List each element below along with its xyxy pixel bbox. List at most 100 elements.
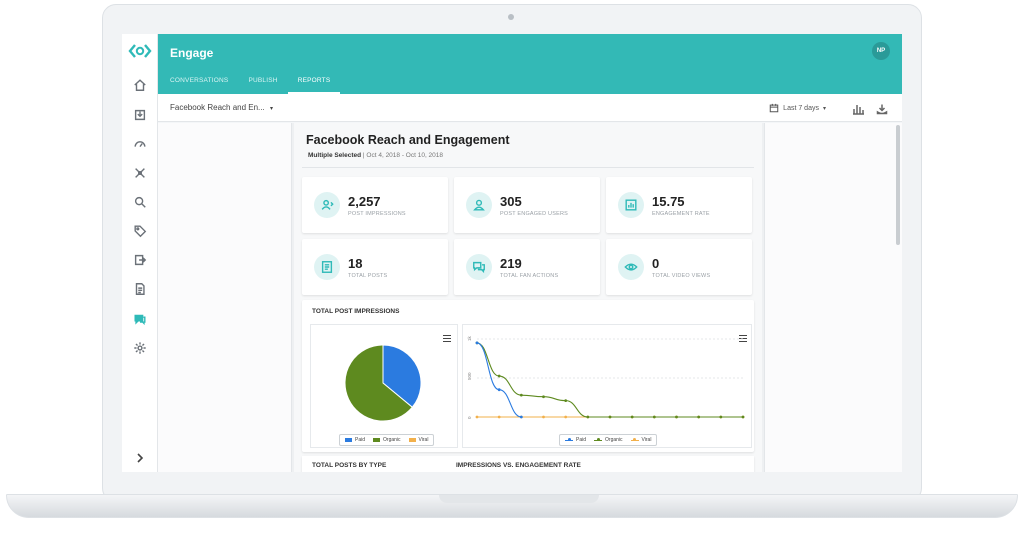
chat-icon[interactable]	[131, 310, 149, 328]
point-organic	[652, 415, 656, 419]
nav-tabs: CONVERSATIONS PUBLISH REPORTS	[160, 72, 341, 94]
kpi-card-post-impressions: 2,257 POST IMPRESSIONS	[302, 177, 448, 233]
date-range-picker[interactable]: Last 7 days ▾	[769, 103, 826, 113]
point-paid	[497, 388, 501, 392]
chart-icon	[618, 192, 644, 218]
expand-sidebar-chevron-icon[interactable]	[134, 452, 146, 464]
line-chart-card: 1k 500 0 Paid Organic Viral	[462, 324, 752, 448]
posts-icon	[314, 254, 340, 280]
home-icon[interactable]	[131, 76, 149, 94]
tag-icon[interactable]	[131, 222, 149, 240]
kpi-label: ENGAGEMENT RATE	[652, 211, 710, 217]
date-range-label: Last 7 days	[783, 104, 819, 112]
point-organic	[586, 415, 590, 419]
right-gutter	[764, 123, 902, 472]
settings-icon[interactable]	[131, 339, 149, 357]
camera-dot	[508, 14, 514, 20]
y-tick-label: 1k	[467, 335, 472, 341]
report-subtitle: Multiple Selected | Oct 4, 2018 - Oct 10…	[308, 152, 443, 159]
download-icon[interactable]	[876, 102, 888, 115]
posts-by-type-title: TOTAL POSTS BY TYPE	[312, 462, 387, 469]
secondary-panels-header: TOTAL POSTS BY TYPE IMPRESSIONS VS. ENGA…	[302, 456, 754, 472]
point-organic	[519, 393, 523, 397]
panel-title: TOTAL POST IMPRESSIONS	[312, 308, 400, 315]
legend-label: Paid	[576, 437, 587, 443]
user-avatar[interactable]: NP	[872, 42, 890, 60]
legend-item-viral[interactable]: Viral	[408, 437, 428, 443]
kpi-card-fan-actions: 219 TOTAL FAN ACTIONS	[454, 239, 600, 295]
kpi-value: 2,257	[348, 194, 381, 209]
dashboard-icon[interactable]	[131, 135, 149, 153]
point-viral	[564, 415, 568, 419]
user-icon	[466, 192, 492, 218]
point-viral	[497, 415, 501, 419]
caret-down-icon: ▾	[269, 106, 273, 112]
app-screen: Engage CONVERSATIONS PUBLISH REPORTS NP …	[122, 34, 902, 472]
kpi-card-engagement-rate: 15.75 ENGAGEMENT RATE	[606, 177, 752, 233]
report-select[interactable]: Facebook Reach and En... ▾	[170, 103, 273, 112]
pie-chart	[344, 344, 422, 422]
bar-chart-icon[interactable]	[852, 102, 864, 115]
legend-item-paid[interactable]: Paid	[565, 437, 586, 443]
inbox-icon[interactable]	[131, 106, 149, 124]
point-paid	[475, 341, 479, 345]
sidebar	[122, 34, 158, 472]
kpi-label: TOTAL FAN ACTIONS	[500, 273, 559, 279]
export-icon[interactable]	[131, 251, 149, 269]
point-organic	[719, 415, 723, 419]
legend-item-paid[interactable]: Paid	[345, 437, 365, 443]
point-organic	[697, 415, 701, 419]
scrollbar[interactable]	[896, 125, 900, 245]
kpi-value: 15.75	[652, 194, 685, 209]
search-icon[interactable]	[131, 193, 149, 211]
line-legend: Paid Organic Viral	[559, 434, 658, 446]
calendar-icon	[769, 103, 779, 113]
point-organic	[497, 374, 501, 378]
kpi-value: 18	[348, 256, 363, 271]
kpi-card-engaged-users: 305 POST ENGAGED USERS	[454, 177, 600, 233]
impressions-panel: TOTAL POST IMPRESSIONS Paid Organic Vira…	[302, 300, 754, 452]
document-icon[interactable]	[131, 280, 149, 298]
pie-slice-paid	[382, 344, 422, 408]
kpi-value: 305	[500, 194, 522, 209]
report-area: Facebook Reach and Engagement Multiple S…	[158, 123, 902, 472]
report-select-label: Facebook Reach and En...	[170, 103, 265, 112]
point-organic	[564, 399, 568, 403]
caret-down-icon: ▾	[822, 105, 826, 112]
kpi-label: TOTAL POSTS	[348, 273, 388, 279]
legend-item-viral[interactable]: Viral	[630, 437, 651, 443]
legend-item-organic[interactable]: Organic	[594, 437, 623, 443]
point-paid	[519, 415, 523, 419]
point-viral	[475, 415, 479, 419]
legend-item-organic[interactable]: Organic	[373, 437, 401, 443]
kpi-card-total-posts: 18 TOTAL POSTS	[302, 239, 448, 295]
kpi-label: TOTAL VIDEO VIEWS	[652, 273, 711, 279]
tab-publish[interactable]: PUBLISH	[248, 77, 278, 84]
tab-reports[interactable]: REPORTS	[287, 72, 341, 94]
divider	[302, 167, 754, 168]
impressions-vs-engagement-title: IMPRESSIONS VS. ENGAGEMENT RATE	[456, 462, 581, 469]
chart-menu-icon[interactable]	[443, 335, 451, 342]
point-viral	[542, 415, 545, 419]
left-gutter	[158, 123, 292, 472]
network-icon[interactable]	[131, 164, 149, 182]
series-line-organic	[476, 342, 743, 418]
point-organic	[630, 415, 634, 419]
filter-label: Multiple Selected	[308, 152, 362, 159]
kpi-label: POST IMPRESSIONS	[348, 211, 406, 217]
point-organic	[542, 395, 545, 399]
laptop-notch	[439, 495, 599, 503]
logo-icon	[128, 44, 152, 58]
point-organic	[741, 415, 745, 419]
date-span: Oct 4, 2018 - Oct 10, 2018	[366, 152, 444, 159]
pie-slice-organic	[344, 344, 413, 422]
y-tick-label: 500	[467, 372, 472, 380]
pie-chart-card: Paid Organic Viral	[310, 324, 458, 448]
app-title: Engage	[170, 46, 214, 60]
legend-label: Organic	[383, 437, 401, 443]
chart-menu-icon[interactable]	[739, 335, 747, 342]
tab-conversations[interactable]: CONVERSATIONS	[170, 77, 229, 84]
separator: |	[362, 152, 367, 159]
legend-label: Organic	[605, 437, 623, 443]
